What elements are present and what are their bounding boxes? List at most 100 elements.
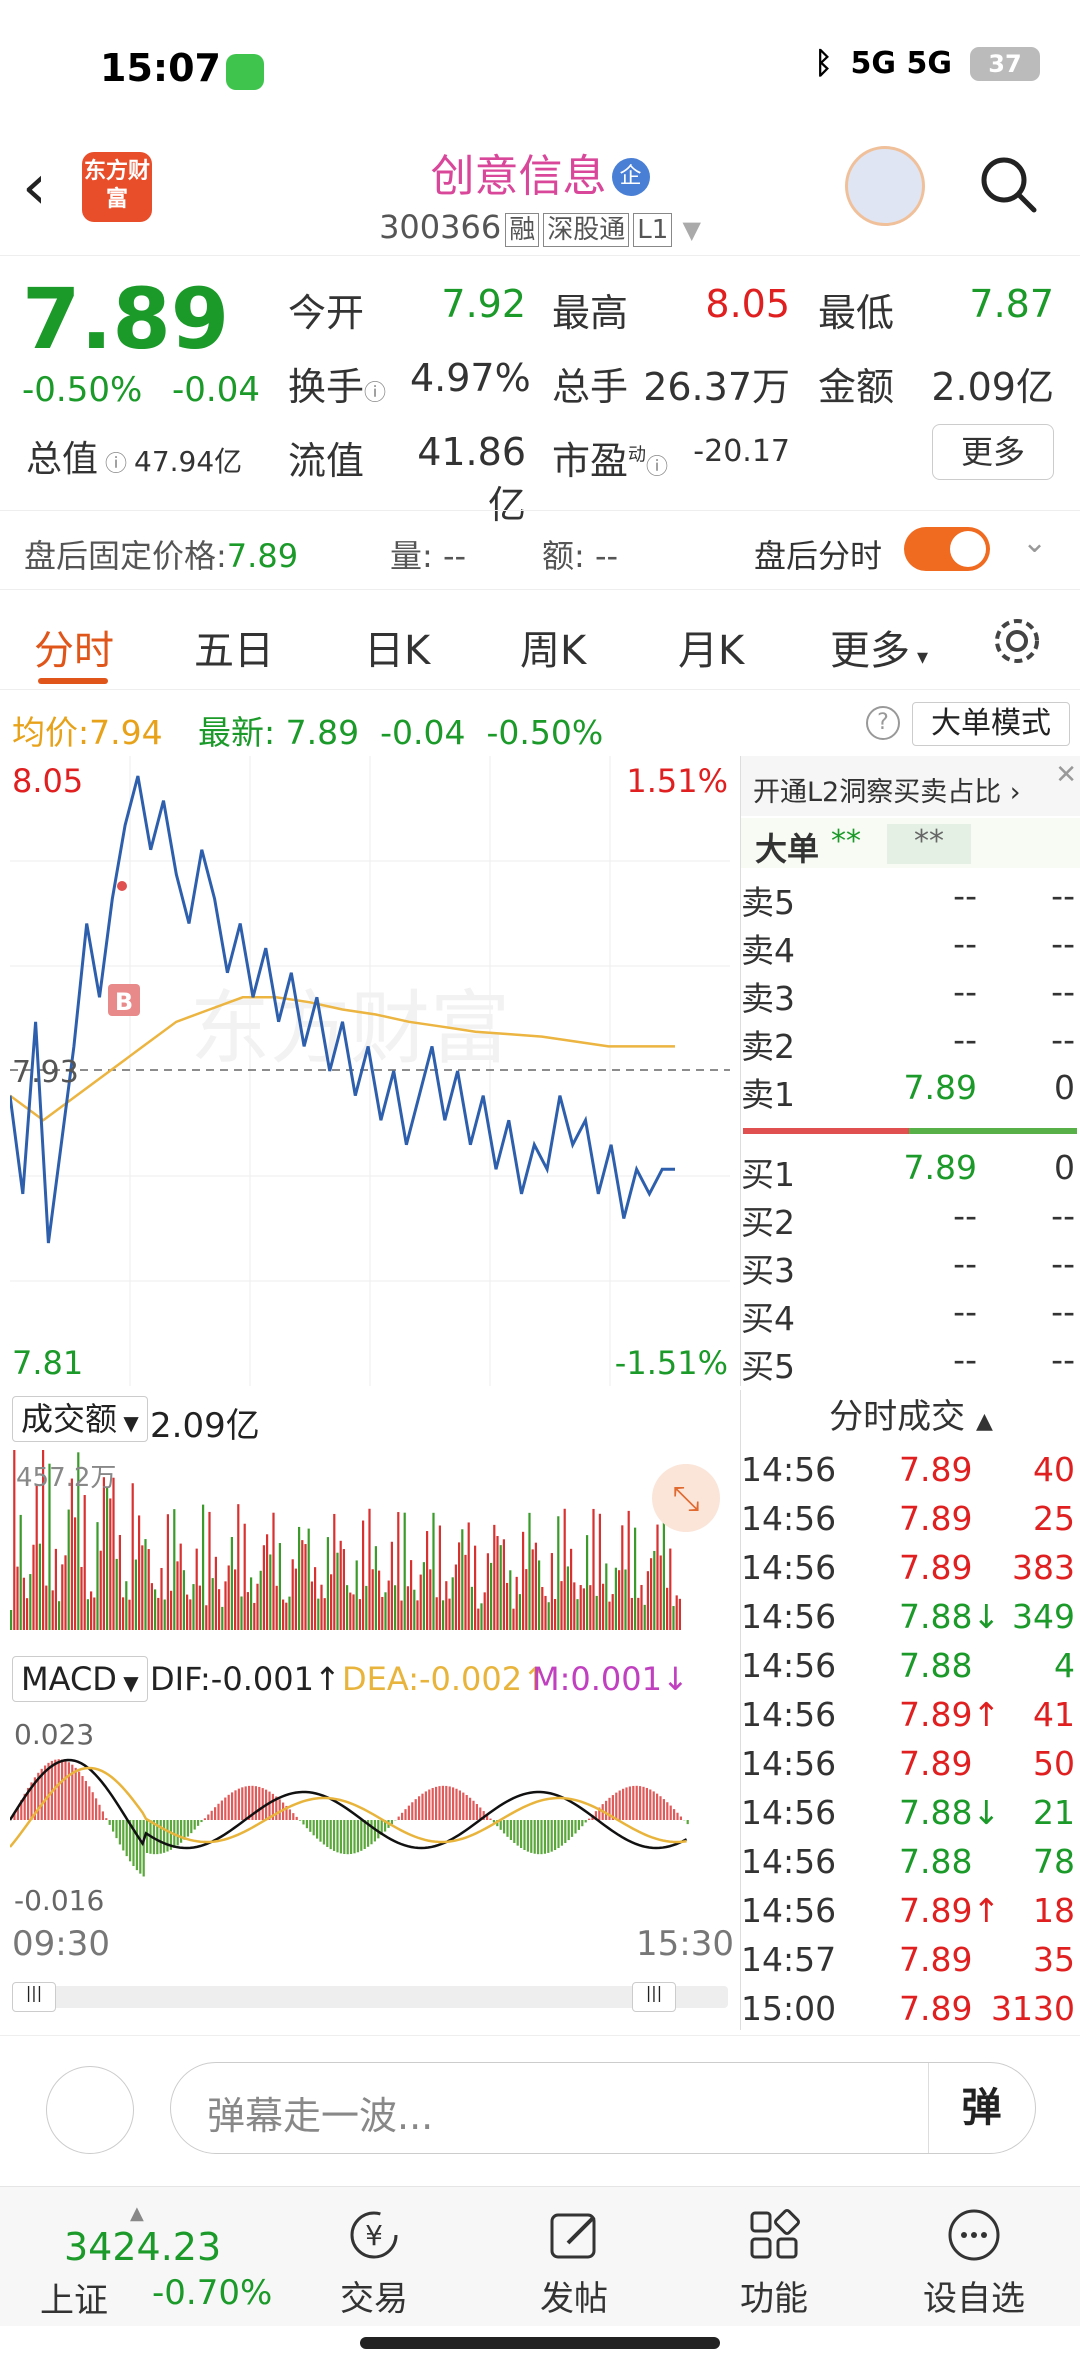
scroll-handle-left[interactable]: |||	[12, 1982, 56, 2012]
macd-bar	[564, 1820, 567, 1844]
indicator-selector[interactable]: MACD ▼	[12, 1656, 148, 1702]
danmu-input[interactable]: 弹幕走一波... 弹	[170, 2062, 1036, 2154]
chevron-down-icon[interactable]: ⌄	[1022, 525, 1048, 560]
trade-price: 7.88	[899, 1646, 973, 1685]
macd-bar	[367, 1820, 370, 1847]
macd-bar	[207, 1814, 210, 1820]
more-dots-icon	[948, 2209, 1000, 2261]
info-icon[interactable]: ⓘ	[98, 452, 135, 477]
danmu-button[interactable]: 弹	[928, 2063, 1034, 2153]
macd-bar	[560, 1820, 563, 1846]
macd-bar	[373, 1820, 376, 1842]
tab-day-k[interactable]: 日K	[364, 628, 431, 674]
dea-series	[10, 1766, 687, 1848]
tab-intraday[interactable]: 分时	[34, 628, 114, 674]
volume-bar	[579, 1585, 582, 1630]
level-price: --	[953, 924, 977, 963]
big-order-mode-button[interactable]: 大单模式	[912, 702, 1070, 746]
macd-bar	[475, 1804, 478, 1820]
tab-month-k[interactable]: 月K	[678, 628, 745, 674]
settings-gear-icon[interactable]	[990, 614, 1044, 668]
index-ticker[interactable]: ▲ 3424.23 上证 -0.70%	[40, 2203, 280, 2321]
trade-time: 14:56	[741, 1450, 837, 1489]
stock-code-line[interactable]: 300366 融深股通 L1 ▼	[0, 208, 1080, 247]
macd-bar	[108, 1820, 111, 1825]
bid-row: 买5 -- --	[741, 1340, 1080, 1386]
l2-link[interactable]: 开通L2洞察买卖占比 ›	[753, 777, 1021, 808]
volume-bar	[486, 1553, 489, 1630]
volume-bar	[605, 1563, 608, 1630]
trades-title[interactable]: 分时成交 ▲	[829, 1397, 993, 1437]
volume-bar	[211, 1578, 214, 1630]
trade-row: 14:56 7.88 78	[741, 1842, 1080, 1890]
after-toggle-label: 盘后分时	[754, 537, 883, 575]
intraday-price-chart[interactable]: 东方财富 B 8.05 1.51% 7.93 7.81 -1.51%	[10, 756, 730, 1386]
macd-bar	[506, 1820, 509, 1837]
volume-bar	[58, 1601, 61, 1630]
chart-scroll-track[interactable]: ||| |||	[12, 1982, 728, 2012]
volume-bar	[186, 1594, 189, 1630]
open-label: 今开	[288, 291, 365, 335]
volume-bar	[640, 1584, 643, 1630]
trade-row: 14:56 7.89 383	[741, 1548, 1080, 1596]
bid-row: 买4 -- --	[741, 1292, 1080, 1338]
tab-five-day[interactable]: 五日	[194, 628, 274, 674]
scroll-handle-right[interactable]: |||	[632, 1982, 676, 2012]
big-order-row: 大单 ** **	[741, 818, 1080, 868]
macd-bar	[118, 1820, 121, 1845]
volume-bar	[22, 1577, 25, 1630]
nav-add-watchlist[interactable]: 设自选	[904, 2207, 1044, 2320]
macd-bar	[523, 1820, 526, 1850]
macd-bar	[608, 1797, 611, 1820]
macd-bar	[350, 1820, 353, 1854]
volume-bar	[573, 1582, 576, 1630]
macd-bar	[404, 1809, 407, 1820]
l2-banner[interactable]: 开通L2洞察买卖占比 › ✕	[741, 756, 1080, 816]
macd-bar	[312, 1820, 315, 1836]
volume-bar	[598, 1513, 601, 1630]
nav-trade[interactable]: ¥ 交易	[304, 2207, 444, 2320]
macd-bar	[662, 1799, 665, 1820]
search-icon[interactable]	[978, 154, 1038, 214]
volume-bar	[134, 1559, 137, 1630]
level-qty: 0	[1054, 1148, 1075, 1187]
tab-more[interactable]: 更多 ▾	[830, 628, 929, 674]
help-icon[interactable]: ?	[866, 706, 900, 740]
volume-bar	[582, 1588, 585, 1630]
close-icon[interactable]: ✕	[1055, 760, 1077, 790]
volume-bar	[394, 1585, 397, 1630]
nav-post[interactable]: 发帖	[504, 2207, 644, 2320]
after-volume: 量: --	[390, 537, 467, 575]
volume-bar	[368, 1508, 371, 1630]
volume-bar	[170, 1590, 173, 1630]
macd-bar	[132, 1820, 135, 1867]
back-arrow-icon[interactable]: ‹	[22, 150, 47, 223]
macd-bar	[105, 1818, 108, 1820]
volume-bar	[80, 1566, 83, 1630]
bid-row: 买1 7.89 0	[741, 1148, 1080, 1194]
macd-bar	[458, 1790, 461, 1820]
more-button[interactable]: 更多	[932, 424, 1054, 480]
macd-bar	[431, 1787, 434, 1820]
tab-week-k[interactable]: 周K	[520, 628, 587, 674]
macd-bar	[414, 1799, 417, 1820]
volume-bar	[90, 1591, 93, 1630]
volume-selector[interactable]: 成交额 ▼	[12, 1396, 148, 1442]
macd-bar	[448, 1786, 451, 1820]
macd-bar	[292, 1813, 295, 1820]
trade-row: 14:56 7.89↑ 18	[741, 1891, 1080, 1939]
volume-bar	[106, 1486, 109, 1630]
macd-bar	[309, 1820, 312, 1832]
volume-bar	[93, 1597, 96, 1630]
assistant-robot-icon[interactable]	[845, 146, 925, 226]
after-hours-toggle[interactable]	[904, 527, 990, 571]
nav-functions[interactable]: 功能	[704, 2207, 844, 2320]
eastmoney-logo[interactable]: 东方财富	[82, 152, 152, 222]
expand-icon-bg	[652, 1464, 720, 1532]
macd-bar	[241, 1787, 244, 1820]
comment-list-icon[interactable]	[46, 2066, 134, 2154]
volume-bar	[666, 1587, 669, 1630]
volume-bar	[198, 1585, 201, 1630]
volume-bar	[294, 1568, 297, 1630]
macd-bar	[275, 1796, 278, 1820]
